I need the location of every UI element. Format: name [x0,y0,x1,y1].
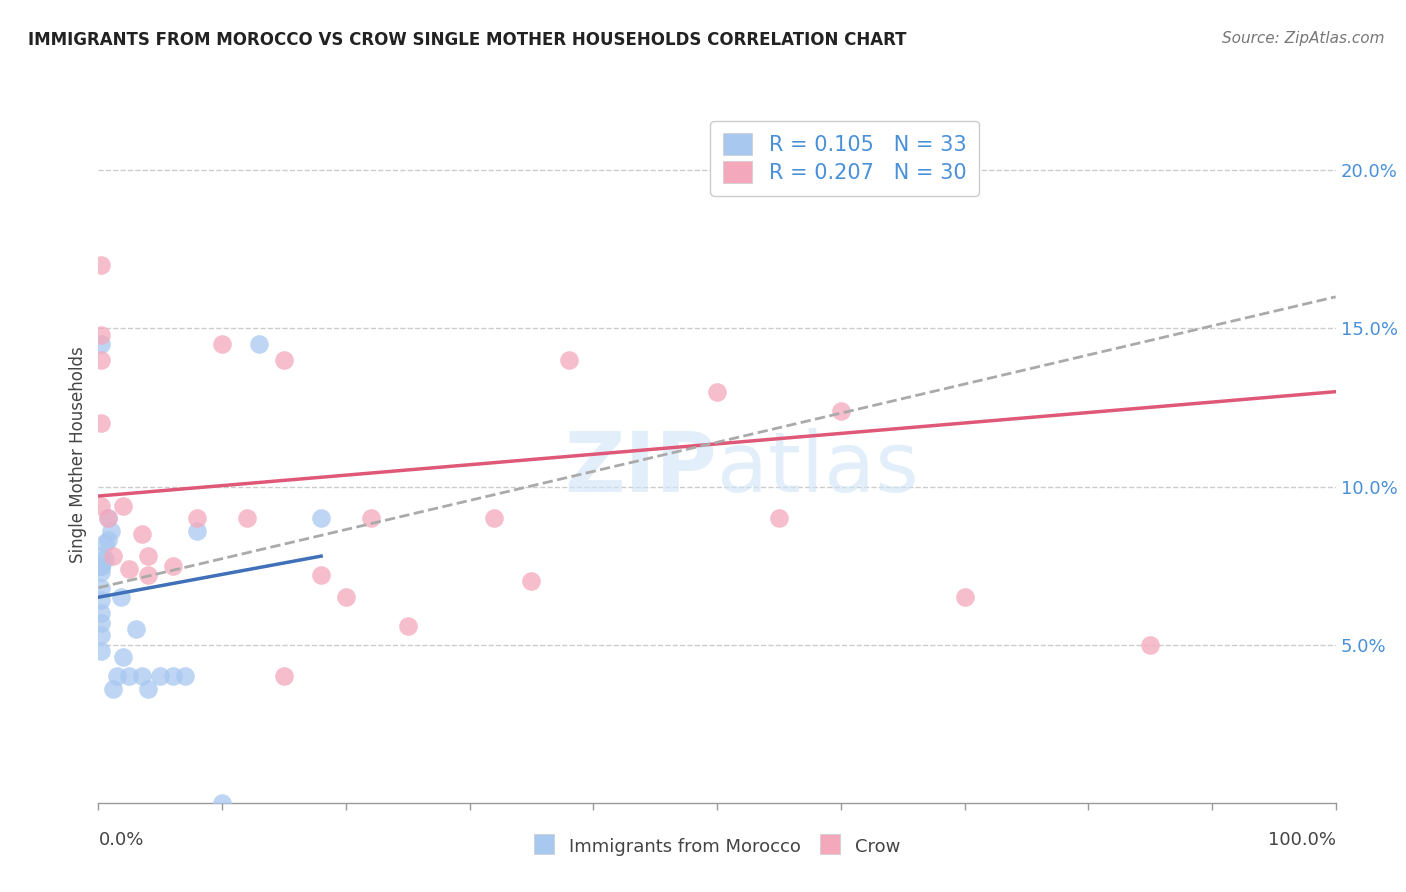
Point [90,606,112,620]
Point [131,669,153,683]
Text: 100.0%: 100.0% [1268,830,1336,848]
Legend: Immigrants from Morocco, Crow: Immigrants from Morocco, Crow [526,830,908,863]
Point [97,511,120,525]
Point [103,681,125,696]
Point [273,669,295,683]
Point [830,403,852,417]
Point [768,511,790,525]
Point [118,562,141,576]
Text: IMMIGRANTS FROM MOROCCO VS CROW SINGLE MOTHER HOUSEHOLDS CORRELATION CHART: IMMIGRANTS FROM MOROCCO VS CROW SINGLE M… [28,31,907,49]
Point [211,337,233,351]
Point [131,527,153,541]
Point [90,628,112,642]
Point [90,499,112,513]
Point [90,593,112,607]
Point [236,511,259,525]
Point [309,568,332,582]
Point [136,681,159,696]
Point [162,558,184,573]
Point [90,417,112,431]
Point [110,591,132,605]
Point [112,499,135,513]
Point [162,669,184,683]
Text: ZIP: ZIP [565,428,717,509]
Point [396,618,419,632]
Point [93,552,115,566]
Point [520,574,543,589]
Point [90,327,112,342]
Point [1139,638,1161,652]
Point [90,558,112,573]
Text: 0.0%: 0.0% [98,830,143,848]
Point [97,511,120,525]
Point [90,558,112,573]
Point [247,337,270,351]
Point [149,669,172,683]
Point [90,337,112,351]
Point [90,558,112,573]
Point [90,581,112,595]
Text: Source: ZipAtlas.com: Source: ZipAtlas.com [1222,31,1385,46]
Point [360,511,382,525]
Point [953,591,976,605]
Point [105,669,128,683]
Point [136,568,159,582]
Text: atlas: atlas [717,428,918,509]
Point [186,511,208,525]
Point [112,650,135,665]
Point [706,384,728,399]
Point [557,353,579,368]
Point [484,511,506,525]
Point [124,622,146,636]
Point [118,669,141,683]
Point [103,549,125,563]
Point [211,796,233,810]
Point [90,258,112,272]
Y-axis label: Single Mother Households: Single Mother Households [69,347,87,563]
Point [309,511,332,525]
Point [90,558,112,573]
Point [335,591,357,605]
Point [97,533,120,548]
Point [136,549,159,563]
Point [90,565,112,579]
Point [186,524,208,538]
Point [90,615,112,630]
Point [93,536,115,550]
Point [174,669,197,683]
Point [90,353,112,368]
Point [90,549,112,563]
Point [100,524,122,538]
Point [273,353,295,368]
Point [90,644,112,658]
